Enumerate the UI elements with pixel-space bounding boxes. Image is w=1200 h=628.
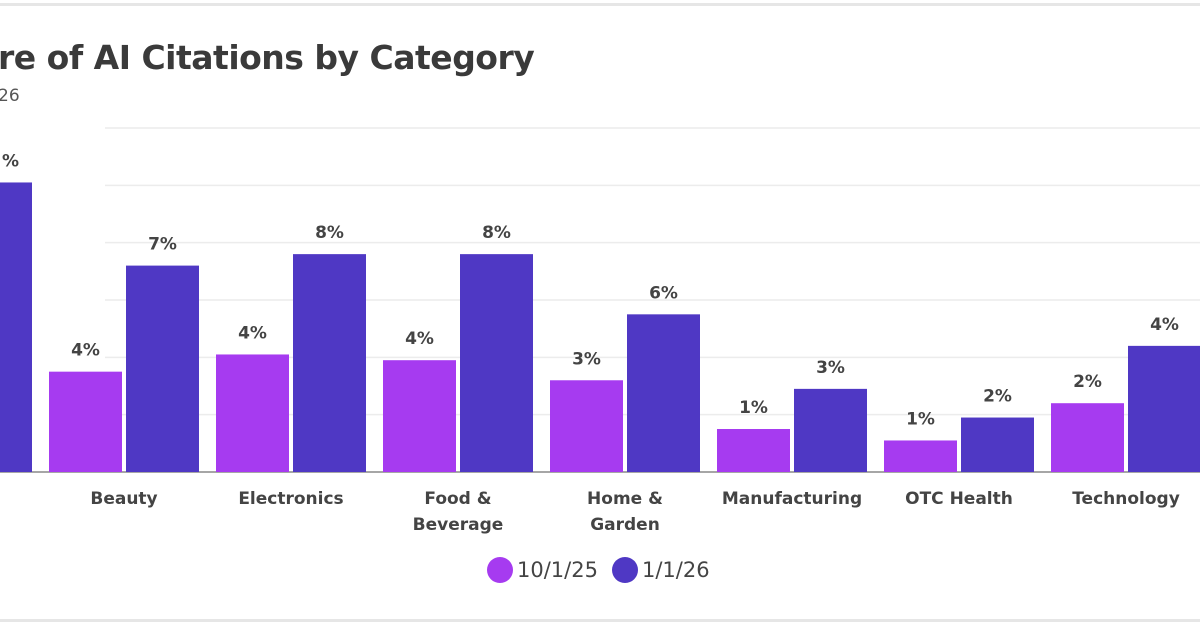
- data-label: 3%: [816, 358, 845, 378]
- data-label: 8%: [482, 223, 511, 243]
- x-tick-label: Food &: [424, 489, 491, 509]
- bar: [884, 440, 957, 472]
- legend-swatch: [487, 557, 513, 583]
- data-label: 3%: [572, 349, 601, 369]
- bar: [1128, 345, 1200, 472]
- legend-label: 1/1/26: [641, 558, 710, 582]
- data-label: 1%: [906, 409, 935, 429]
- data-label: 8%: [315, 223, 344, 243]
- bar: [627, 314, 700, 472]
- x-tick-label: Home &: [587, 489, 663, 509]
- legend-item-series-1[interactable]: 10/1/25: [487, 557, 598, 583]
- bar: [460, 254, 533, 472]
- frame-bottom-border: [0, 619, 1200, 622]
- bar: [961, 417, 1034, 472]
- x-tick-label: Garden: [590, 515, 660, 535]
- data-label: 4%: [1150, 315, 1179, 335]
- bar: [550, 380, 623, 472]
- legend: 10/1/25 1/1/26: [487, 557, 716, 583]
- data-label: 4%: [405, 329, 434, 349]
- legend-swatch: [611, 557, 638, 583]
- bar: [0, 182, 32, 472]
- bar: [717, 429, 790, 472]
- bar: [49, 371, 122, 472]
- data-label: 2%: [1073, 372, 1102, 392]
- data-label: 4%: [71, 341, 100, 361]
- bar: [126, 265, 199, 472]
- bar: [216, 354, 289, 472]
- data-label: 7%: [148, 235, 177, 255]
- legend-item-series-2[interactable]: 1/1/26: [611, 557, 710, 583]
- x-tick-label: Electronics: [238, 489, 343, 509]
- data-label: %: [2, 151, 19, 171]
- chart-title: re of AI Citations by Category: [0, 38, 535, 77]
- x-tick-label: Technology: [1072, 489, 1180, 509]
- legend-label: 10/1/25: [517, 558, 598, 582]
- data-label: 6%: [649, 283, 678, 303]
- bar: [383, 360, 456, 472]
- frame-top-border: [0, 3, 1200, 6]
- x-tick-label: OTC Health: [905, 489, 1013, 509]
- bar: [293, 254, 366, 472]
- chart-subtitle: 26: [0, 86, 20, 106]
- x-tick-label: Manufacturing: [722, 489, 862, 509]
- bar: [1051, 403, 1124, 472]
- bar: [794, 388, 867, 472]
- x-tick-label: Beverage: [413, 515, 504, 535]
- data-label: 1%: [739, 398, 768, 418]
- data-label: 4%: [238, 323, 267, 343]
- x-tick-label: Beauty: [90, 489, 157, 509]
- data-label: 2%: [983, 387, 1012, 407]
